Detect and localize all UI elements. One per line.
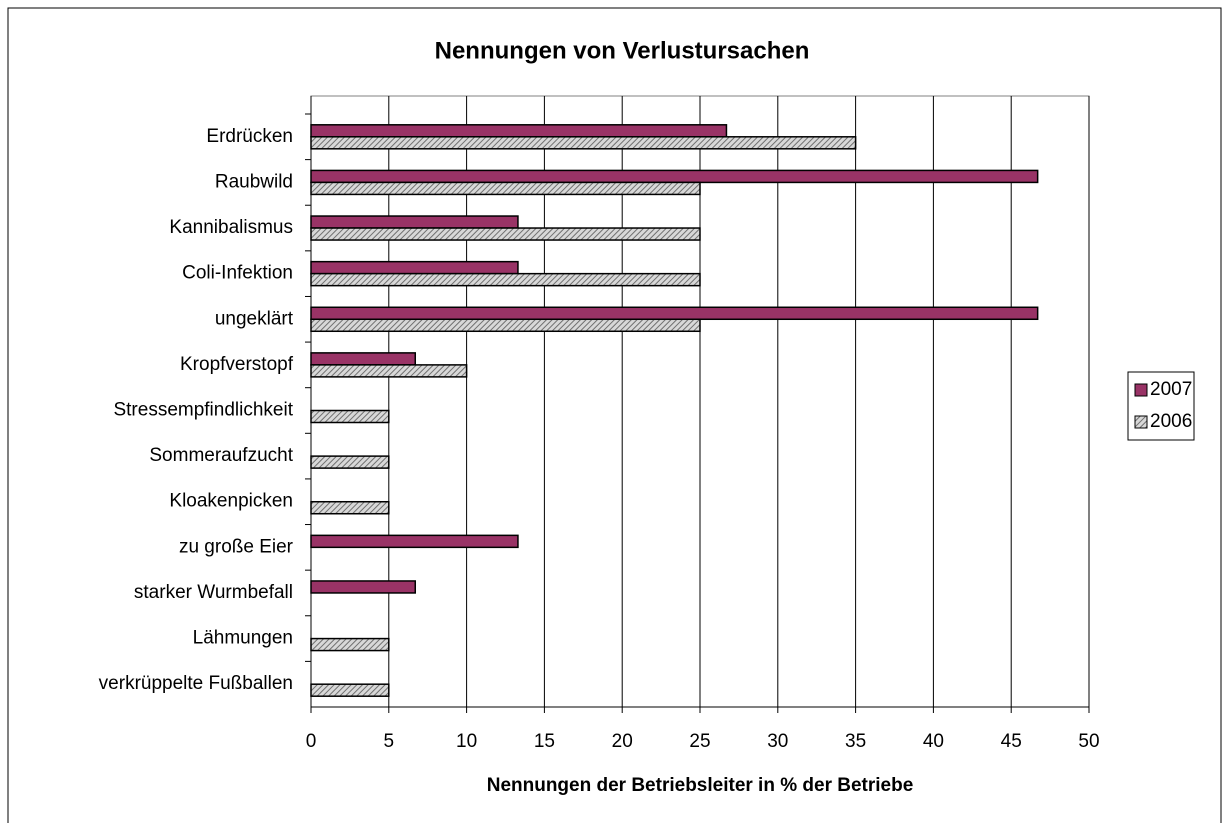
legend-swatch bbox=[1134, 415, 1148, 429]
y-tick-label: starker Wurmbefall bbox=[134, 582, 293, 603]
y-tick-label: Kloakenpicken bbox=[169, 491, 293, 512]
x-tick-label: 50 bbox=[1078, 731, 1099, 752]
bar bbox=[310, 683, 390, 697]
x-tick-label: 25 bbox=[689, 731, 710, 752]
bar bbox=[310, 637, 390, 652]
x-tick-label: 10 bbox=[456, 731, 477, 752]
x-tick-label: 5 bbox=[384, 731, 395, 752]
y-tick-label: Sommeraufzucht bbox=[149, 445, 293, 466]
bar bbox=[310, 306, 1039, 321]
x-tick-label: 30 bbox=[767, 731, 788, 752]
y-tick-label: verkrüppelte Fußballen bbox=[99, 673, 293, 694]
x-tick-label: 40 bbox=[923, 731, 944, 752]
bar bbox=[310, 272, 701, 287]
bar bbox=[310, 352, 417, 366]
y-tick-label: Stressempfindlichkeit bbox=[113, 400, 293, 421]
bar bbox=[310, 136, 857, 150]
legend-swatch bbox=[1134, 383, 1148, 397]
bar bbox=[310, 409, 390, 424]
y-tick-label: Raubwild bbox=[215, 171, 293, 192]
bar bbox=[310, 215, 519, 229]
y-tick-label: Kropfverstopf bbox=[180, 354, 294, 375]
y-tick-label: Lähmungen bbox=[193, 628, 293, 649]
y-tick-label: Kannibalismus bbox=[169, 217, 293, 238]
bar bbox=[310, 260, 519, 275]
x-axis-label: Nennungen der Betriebsleiter in % der Be… bbox=[487, 775, 914, 796]
legend-label: 2006 bbox=[1150, 411, 1192, 432]
bar bbox=[310, 124, 728, 138]
bar bbox=[310, 580, 417, 594]
x-tick-label: 15 bbox=[534, 731, 555, 752]
chart-title: Nennungen von Verlustursachen bbox=[435, 37, 810, 64]
y-tick-label: Coli-Infektion bbox=[182, 263, 293, 284]
bar bbox=[310, 227, 701, 241]
legend-label: 2007 bbox=[1150, 379, 1192, 400]
x-tick-label: 35 bbox=[845, 731, 866, 752]
y-tick-label: zu große Eier bbox=[179, 536, 294, 557]
legend-box bbox=[1127, 371, 1195, 441]
bar bbox=[310, 534, 519, 549]
bar bbox=[310, 181, 701, 196]
x-tick-label: 0 bbox=[306, 731, 317, 752]
y-tick-label: Erdrücken bbox=[206, 126, 293, 147]
bar bbox=[310, 318, 701, 333]
bar bbox=[310, 455, 390, 469]
bar bbox=[310, 500, 390, 515]
x-tick-label: 20 bbox=[612, 731, 633, 752]
x-tick-label: 45 bbox=[1001, 731, 1022, 752]
bar bbox=[310, 364, 468, 378]
bar bbox=[310, 169, 1039, 184]
y-tick-label: ungeklärt bbox=[215, 308, 294, 329]
